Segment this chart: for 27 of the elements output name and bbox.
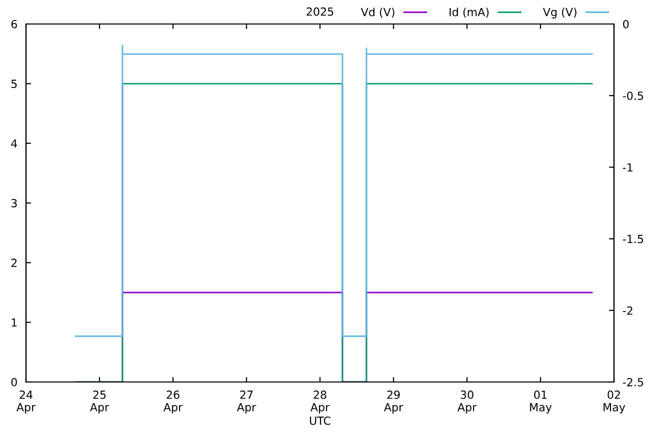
y-tick-label: 1: [12, 318, 17, 327]
legend-label: Vg (V): [542, 8, 576, 18]
x-tick-label: 29 Apr: [384, 390, 404, 414]
y2-tick-label: -1: [622, 163, 632, 172]
y-tick-label: 5: [11, 80, 17, 88]
x-tick-label: 24 Apr: [16, 390, 36, 414]
x-tick-label: 01 May: [530, 390, 552, 414]
y2-tick-label: -1.5: [622, 234, 644, 244]
x-axis-title: UTC: [310, 416, 330, 425]
y2-tick-label: -2: [622, 306, 632, 315]
y2-tick-label: -2.5: [622, 378, 644, 386]
x-tick-label: 27 Apr: [236, 390, 256, 414]
y2-tick-label: 0: [623, 20, 629, 28]
y-tick-label: 6: [11, 20, 17, 28]
legend-label: Id (mA): [450, 8, 489, 18]
y-tick-label: 3: [11, 198, 17, 208]
y-tick-label: 2: [11, 258, 17, 267]
chart-title: 2025: [306, 7, 334, 16]
legend-label: Vd (V): [360, 8, 394, 18]
y-tick-label: 4: [11, 139, 18, 148]
x-tick-label: 02 May: [604, 390, 626, 414]
x-tick-label: 26 Apr: [163, 390, 183, 414]
y2-tick-label: -0.5: [622, 92, 644, 100]
x-tick-label: 28 Apr: [310, 390, 330, 414]
x-tick-label: 30 Apr: [457, 390, 477, 414]
y-tick-label: 0: [11, 378, 17, 386]
x-tick-label: 25 Apr: [90, 390, 110, 414]
